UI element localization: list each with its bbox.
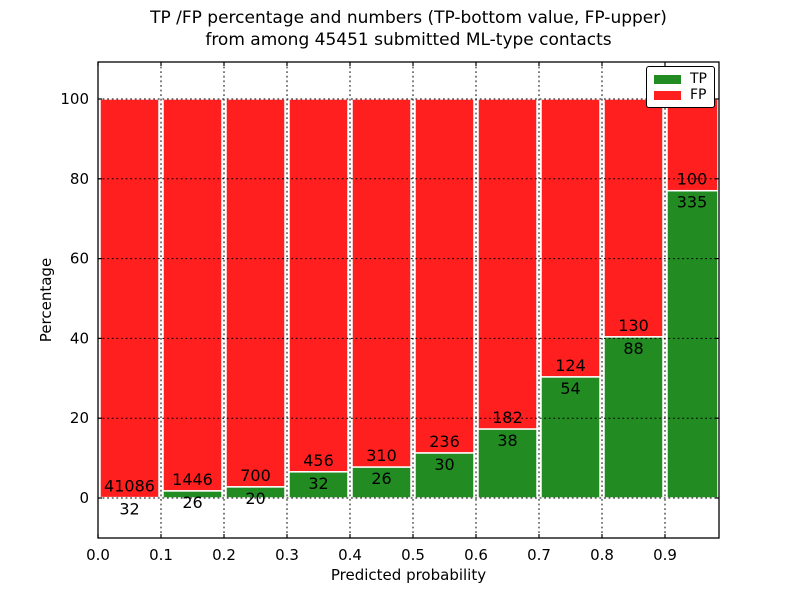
fp-bar-segment xyxy=(351,98,412,468)
tp-bar-segment xyxy=(666,189,719,499)
tp-count-label: 38 xyxy=(497,431,517,450)
y-tick-label: 0 xyxy=(79,489,89,507)
x-tick-label: 0.8 xyxy=(590,546,614,564)
fp-bar-segment xyxy=(99,98,160,499)
tp-bar-segment xyxy=(477,428,538,499)
fp-bar-segment xyxy=(225,98,286,488)
x-tick-label: 0.1 xyxy=(149,546,173,564)
fp-count-label: 700 xyxy=(240,466,271,485)
tp-bar-segment xyxy=(540,376,601,499)
x-tick-label: 0.6 xyxy=(464,546,488,564)
legend-fp-label: FP xyxy=(690,87,707,103)
axes-frame xyxy=(97,61,720,539)
chart-title-line2: from among 45451 submitted ML-type conta… xyxy=(205,30,612,50)
fp-bar-segment xyxy=(666,98,719,192)
y-tick-label: 20 xyxy=(70,409,89,427)
y-tick-label: 60 xyxy=(70,250,89,268)
fp-count-label: 182 xyxy=(492,408,523,427)
tp-bar-segment xyxy=(351,466,412,499)
tp-count-label: 30 xyxy=(434,455,454,474)
legend-tp-label: TP xyxy=(690,71,707,87)
y-tick-label: 100 xyxy=(60,90,89,108)
chart-title-line1: TP /FP percentage and numbers (TP-bottom… xyxy=(150,8,667,28)
y-tick-label: 80 xyxy=(70,170,89,188)
x-tick-label: 0.3 xyxy=(275,546,299,564)
fp-bar-segment xyxy=(603,98,664,338)
x-tick-label: 0.9 xyxy=(653,546,677,564)
fp-bar-segment xyxy=(288,98,349,473)
x-tick-label: 0.5 xyxy=(401,546,425,564)
x-axis-label: Predicted probability xyxy=(330,566,487,584)
legend-tp-swatch xyxy=(654,74,681,84)
tp-count-label: 20 xyxy=(245,489,265,508)
fp-count-label: 41086 xyxy=(104,477,155,496)
fp-bar-segment xyxy=(414,98,475,454)
tp-count-label: 32 xyxy=(308,474,328,493)
fp-count-label: 124 xyxy=(555,356,586,375)
tp-count-label: 26 xyxy=(371,469,391,488)
fp-bar-segment xyxy=(540,98,601,378)
legend-entry-tp: TP xyxy=(654,71,707,87)
x-tick-label: 0.7 xyxy=(527,546,551,564)
x-tick-label: 0.4 xyxy=(338,546,362,564)
fp-bar-segment xyxy=(162,98,223,492)
y-axis-label: Percentage xyxy=(37,257,55,343)
tp-bar-segment xyxy=(288,471,349,499)
fp-count-label: 130 xyxy=(618,316,649,335)
tp-bar-segment xyxy=(162,490,223,499)
legend-fp-swatch xyxy=(654,90,681,100)
fp-count-label: 1446 xyxy=(172,470,213,489)
fp-count-label: 456 xyxy=(303,451,334,470)
fp-count-label: 310 xyxy=(366,446,397,465)
fp-count-label: 100 xyxy=(677,170,708,189)
tp-count-label: 335 xyxy=(677,193,708,212)
chart-title: TP /FP percentage and numbers (TP-bottom… xyxy=(98,7,719,51)
tp-count-label: 26 xyxy=(182,493,202,512)
y-tick-label: 40 xyxy=(70,329,89,347)
tp-bar-segment xyxy=(603,336,664,499)
tp-count-label: 88 xyxy=(623,339,643,358)
legend: TP FP xyxy=(646,66,715,108)
x-tick-label: 0.0 xyxy=(86,546,110,564)
x-tick-label: 0.2 xyxy=(212,546,236,564)
tp-count-label: 32 xyxy=(119,500,139,519)
legend-entry-fp: FP xyxy=(654,87,707,103)
fp-bar-segment xyxy=(477,98,538,430)
tp-count-label: 54 xyxy=(560,379,580,398)
fp-count-label: 236 xyxy=(429,432,460,451)
tp-bar-segment xyxy=(414,452,475,499)
